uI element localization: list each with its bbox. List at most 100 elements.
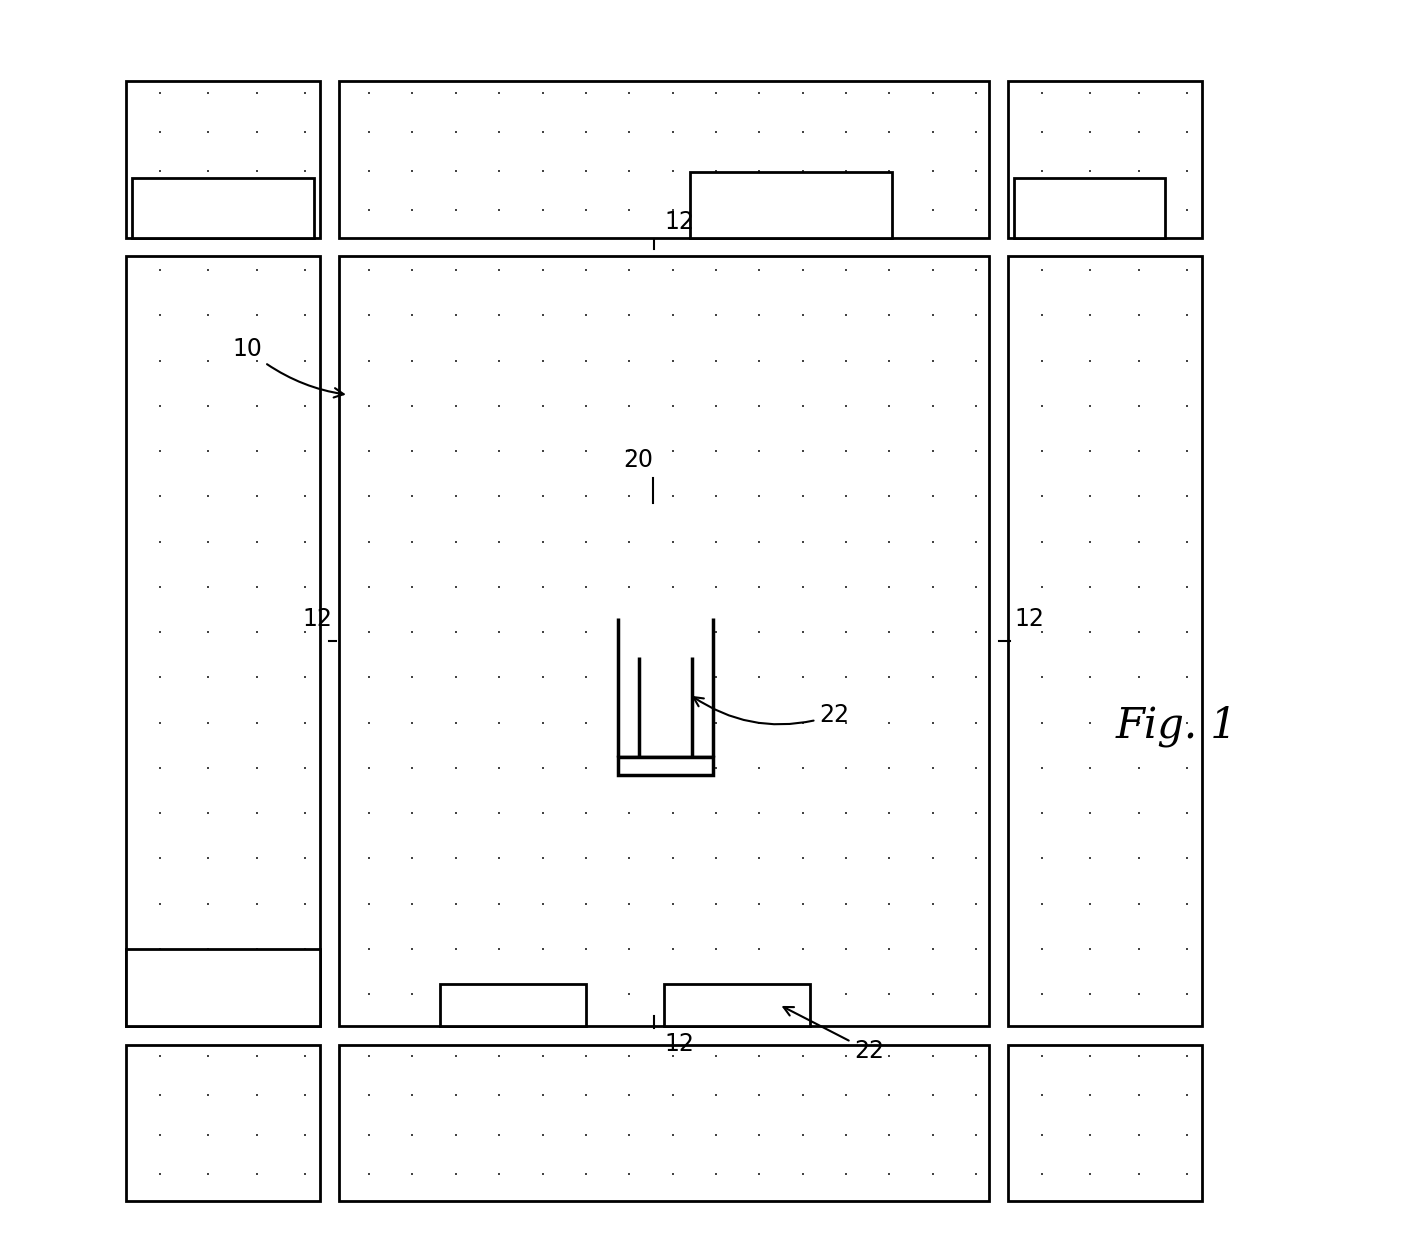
Point: [488, 260, 511, 280]
Point: [1176, 442, 1198, 462]
Point: [149, 123, 171, 143]
Point: [791, 83, 814, 103]
Point: [198, 350, 220, 370]
Point: [532, 83, 554, 103]
Point: [704, 442, 727, 462]
Point: [575, 532, 598, 552]
Point: [965, 758, 988, 778]
Point: [358, 350, 380, 370]
Point: [835, 848, 857, 868]
Point: [619, 1086, 641, 1106]
Point: [488, 350, 511, 370]
Bar: [132, 179, 314, 238]
Point: [1176, 1125, 1198, 1145]
Point: [704, 161, 727, 181]
Point: [575, 713, 598, 733]
Point: [575, 803, 598, 823]
Point: [748, 395, 770, 415]
Point: [704, 667, 727, 687]
Point: [445, 938, 467, 960]
Point: [791, 713, 814, 733]
Point: [835, 123, 857, 143]
Point: [198, 395, 220, 415]
Point: [619, 848, 641, 868]
Point: [401, 200, 424, 220]
Point: [791, 985, 814, 1005]
Point: [965, 803, 988, 823]
Point: [835, 758, 857, 778]
Point: [791, 161, 814, 181]
Point: [1079, 161, 1101, 181]
Point: [878, 305, 901, 325]
Point: [488, 487, 511, 507]
Point: [532, 161, 554, 181]
Point: [704, 350, 727, 370]
Point: [704, 200, 727, 220]
Point: [661, 1125, 683, 1145]
Point: [149, 350, 171, 370]
Point: [619, 938, 641, 960]
Point: [1176, 123, 1198, 143]
Point: [488, 803, 511, 823]
Point: [661, 305, 683, 325]
Point: [965, 667, 988, 687]
Point: [878, 350, 901, 370]
Point: [619, 713, 641, 733]
Point: [246, 260, 268, 280]
Point: [1176, 395, 1198, 415]
Point: [619, 1125, 641, 1145]
Point: [748, 123, 770, 143]
Point: [791, 1086, 814, 1106]
Point: [246, 200, 268, 220]
Point: [532, 260, 554, 280]
Point: [401, 1086, 424, 1106]
Point: [619, 1163, 641, 1183]
Bar: [1007, 81, 1202, 238]
Point: [661, 848, 683, 868]
Text: 12: 12: [664, 1032, 694, 1056]
Point: [1079, 200, 1101, 220]
Point: [704, 758, 727, 778]
Point: [1128, 123, 1150, 143]
Point: [295, 1125, 317, 1145]
Point: [965, 713, 988, 733]
Point: [835, 803, 857, 823]
Point: [295, 667, 317, 687]
Point: [1176, 622, 1198, 642]
Point: [575, 1046, 598, 1066]
Point: [1079, 1086, 1101, 1106]
Point: [1031, 1086, 1054, 1106]
Point: [1128, 305, 1150, 325]
Point: [1128, 161, 1150, 181]
Point: [445, 442, 467, 462]
Point: [704, 1046, 727, 1066]
Point: [878, 395, 901, 415]
Point: [532, 577, 554, 597]
Point: [1031, 622, 1054, 642]
Point: [149, 577, 171, 597]
Point: [358, 893, 380, 913]
Point: [619, 305, 641, 325]
Point: [532, 938, 554, 960]
Point: [661, 577, 683, 597]
Point: [401, 532, 424, 552]
Point: [1079, 803, 1101, 823]
Point: [878, 622, 901, 642]
Text: 22: 22: [693, 697, 849, 727]
Bar: [338, 1045, 989, 1201]
Point: [445, 1046, 467, 1066]
Point: [922, 395, 944, 415]
Point: [445, 577, 467, 597]
Point: [149, 305, 171, 325]
Point: [1128, 350, 1150, 370]
Point: [488, 985, 511, 1005]
Point: [791, 442, 814, 462]
Point: [295, 442, 317, 462]
Point: [619, 161, 641, 181]
Point: [965, 395, 988, 415]
Point: [401, 893, 424, 913]
Point: [246, 1086, 268, 1106]
Point: [149, 803, 171, 823]
Point: [198, 305, 220, 325]
Point: [1079, 938, 1101, 960]
